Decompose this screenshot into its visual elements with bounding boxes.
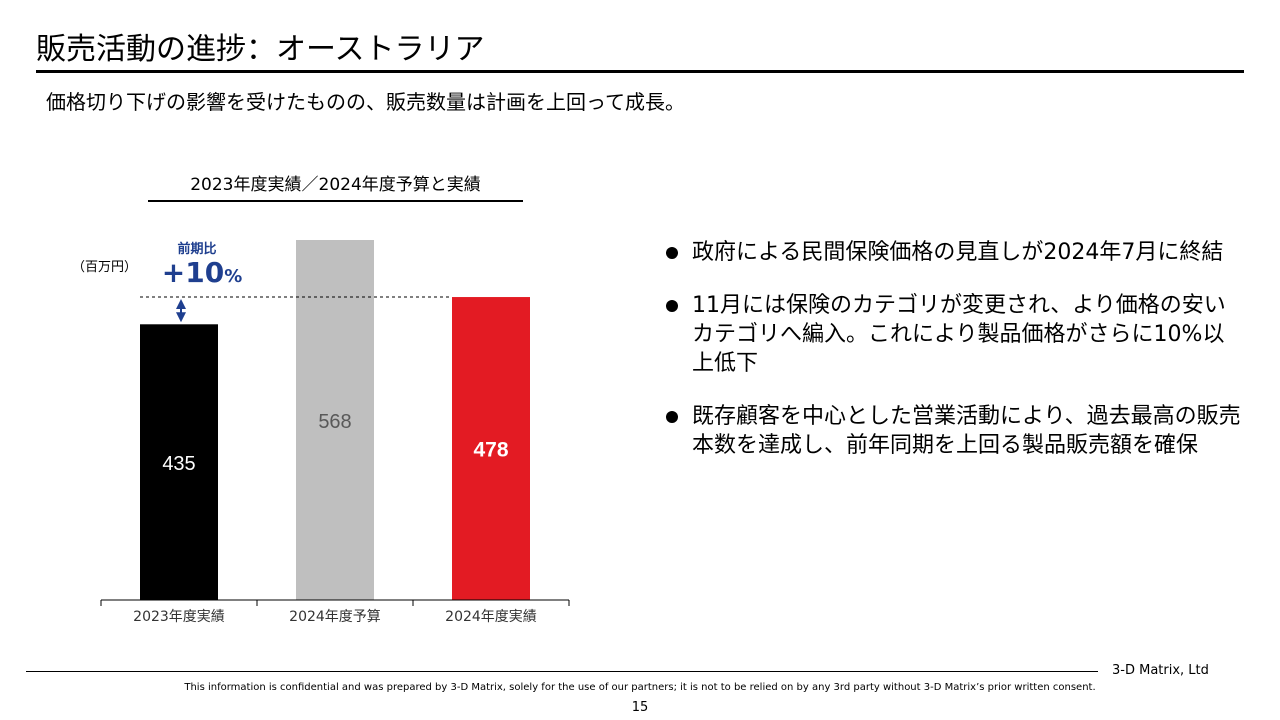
bullet-dot-icon: [666, 247, 678, 259]
bar-value-label: 568: [318, 411, 351, 433]
arrow-down-icon: [176, 312, 186, 323]
bullet-item: 政府による民間保険価格の見直しが2024年7月に終結: [664, 238, 1244, 267]
category-label: 2023年度実績: [133, 609, 225, 625]
bar-value-label: 478: [473, 439, 508, 462]
company-name: 3-D Matrix, Ltd: [1112, 663, 1209, 678]
chart-unit-label: （百万円）: [72, 260, 138, 275]
growth-value: +10%: [152, 256, 252, 289]
bullet-dot-icon: [666, 411, 678, 423]
bullet-text: 11月には保険のカテゴリが変更され、より価格の安いカテゴリへ編入。これにより製品…: [692, 293, 1226, 376]
category-label: 2024年度予算: [289, 609, 381, 625]
page-subtitle: 価格切り下げの影響を受けたものの、販売数量は計画を上回って成長。: [46, 90, 685, 114]
confidentiality-notice: This information is confidential and was…: [184, 682, 1096, 693]
bullet-dot-icon: [666, 300, 678, 312]
chart-title-underline: [148, 200, 523, 202]
bar-value-label: 435: [162, 453, 195, 475]
title-divider: [36, 70, 1244, 73]
growth-unit: %: [224, 266, 243, 287]
bullet-text: 既存顧客を中心とした営業活動により、過去最高の販売本数を達成し、前年同期を上回る…: [692, 404, 1241, 458]
bullet-text: 政府による民間保険価格の見直しが2024年7月に終結: [692, 240, 1224, 265]
page-title: 販売活動の進捗：オーストラリア: [36, 32, 485, 67]
bar: [452, 297, 530, 600]
arrow-up-icon: [176, 299, 186, 310]
bullet-item: 11月には保険のカテゴリが変更され、より価格の安いカテゴリへ編入。これにより製品…: [664, 291, 1244, 378]
bullet-item: 既存顧客を中心とした営業活動により、過去最高の販売本数を達成し、前年同期を上回る…: [664, 402, 1244, 460]
chart-title: 2023年度実績／2024年度予算と実績: [190, 175, 481, 195]
category-label: 2024年度実績: [445, 609, 537, 625]
footer-divider: [26, 671, 1098, 672]
bullet-list: 政府による民間保険価格の見直しが2024年7月に終結 11月には保険のカテゴリが…: [664, 238, 1244, 484]
page-number: 15: [631, 700, 649, 715]
growth-number: +10: [161, 256, 225, 289]
bar: [140, 324, 218, 600]
bar: [296, 240, 374, 600]
growth-label: 前期比: [177, 242, 217, 257]
